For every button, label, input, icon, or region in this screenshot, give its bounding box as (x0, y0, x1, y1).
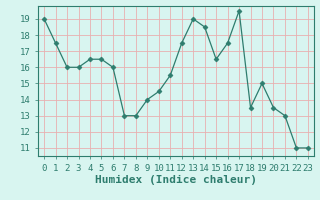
X-axis label: Humidex (Indice chaleur): Humidex (Indice chaleur) (95, 175, 257, 185)
